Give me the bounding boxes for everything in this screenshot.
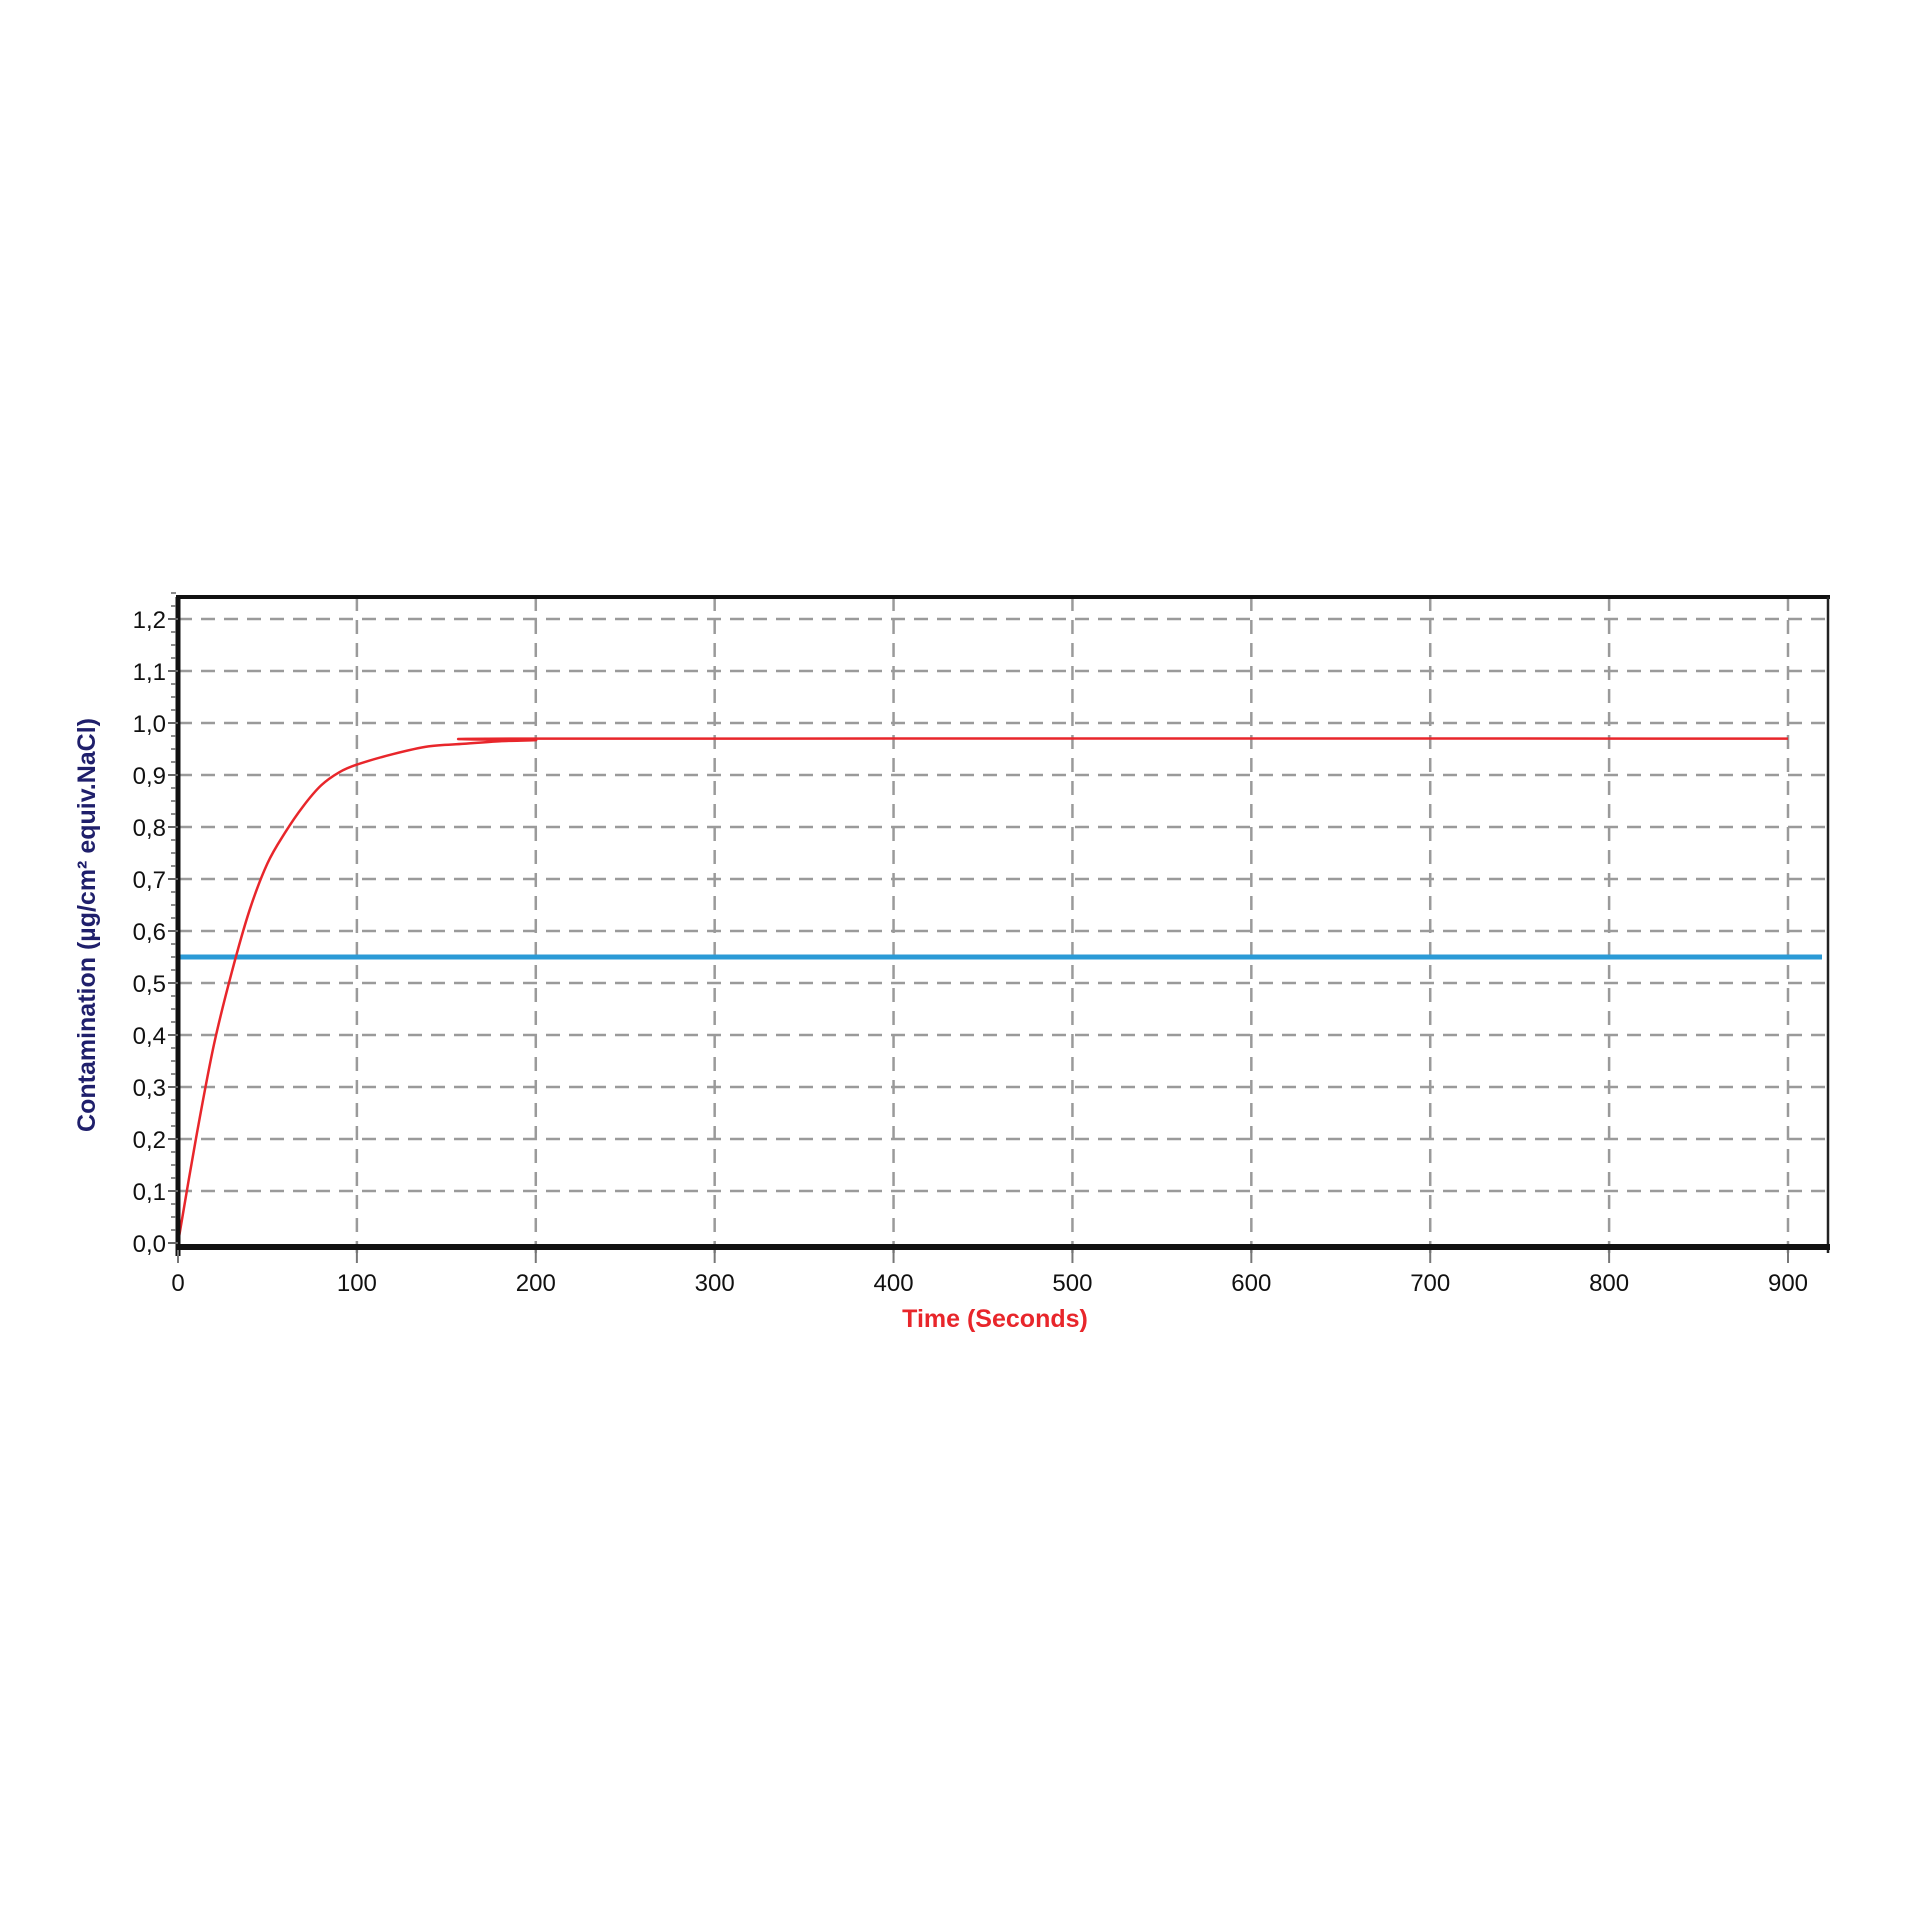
y-tick-label: 0,6 — [133, 919, 166, 946]
y-axis-label: Contamination (µg/cm² equiv.NaCl) — [73, 718, 101, 1132]
y-tick-label: 0,4 — [133, 1023, 166, 1050]
grid-lines — [178, 597, 1828, 1253]
y-tick-label: 0,5 — [133, 971, 166, 998]
y-tick-label: 0,8 — [133, 815, 166, 842]
x-tick-label: 800 — [1589, 1270, 1629, 1297]
x-tick-label: 100 — [337, 1270, 377, 1297]
y-tick-label: 1,1 — [133, 659, 166, 686]
x-tick-label: 900 — [1768, 1270, 1808, 1297]
y-axis-ticks: 0,0 0,1 0,2 0,3 0,4 0,5 0,6 0,7 0,8 0,9 1,0 1,1 1,2 — [133, 592, 178, 1258]
y-tick-label: 0,0 — [133, 1231, 166, 1258]
contamination-series — [176, 737, 1789, 1244]
x-tick-label: 200 — [516, 1270, 556, 1297]
plot-frame — [175, 595, 1830, 1256]
x-tick-label: 300 — [695, 1270, 735, 1297]
x-tick-label: 0 — [171, 1270, 184, 1297]
x-tick-label: 700 — [1410, 1270, 1450, 1297]
y-tick-label: 0,3 — [133, 1075, 166, 1102]
x-tick-label: 400 — [874, 1270, 914, 1297]
y-tick-label: 0,1 — [133, 1179, 166, 1206]
y-tick-label: 0,7 — [133, 867, 166, 894]
y-tick-label: 0,2 — [133, 1127, 166, 1154]
x-tick-label: 600 — [1231, 1270, 1271, 1297]
y-tick-label: 1,0 — [133, 711, 166, 738]
y-tick-label: 0,9 — [133, 763, 166, 790]
x-axis-ticks: 0 100 200 300 400 500 600 700 800 900 — [171, 1250, 1808, 1297]
x-tick-label: 500 — [1052, 1270, 1092, 1297]
y-tick-label: 1,2 — [133, 607, 166, 634]
x-axis-label: Time (Seconds) — [902, 1305, 1088, 1333]
